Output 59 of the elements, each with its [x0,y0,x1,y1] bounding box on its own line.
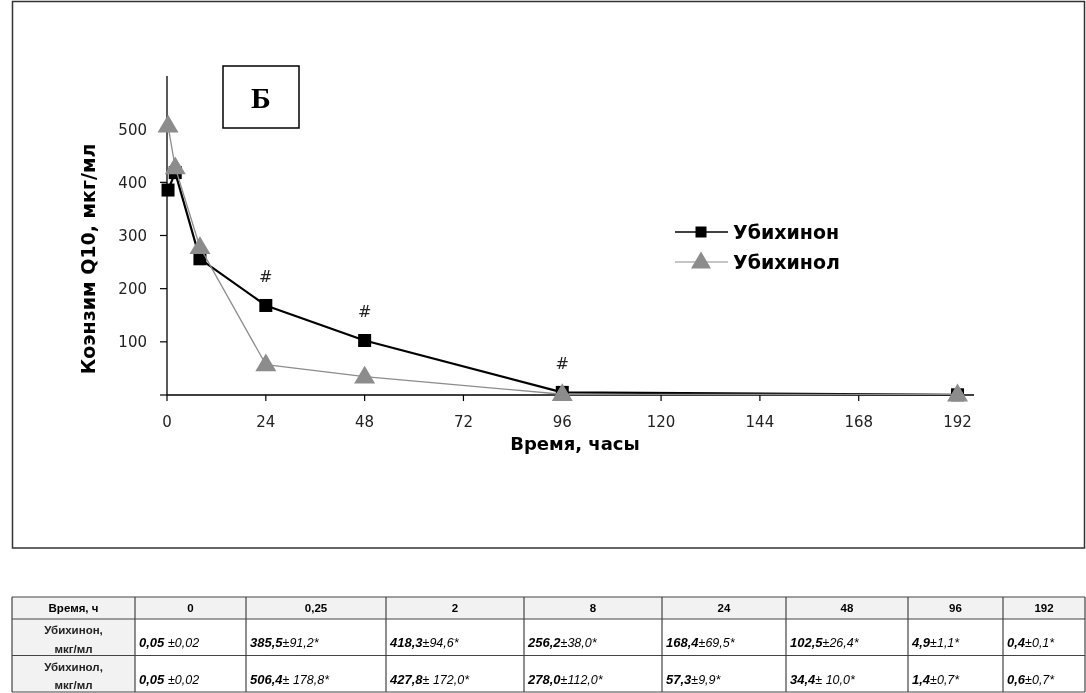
text: 0,4±0,1* [1007,635,1055,651]
annotation: # [555,354,569,374]
category-label: 96 [949,602,962,615]
text: 385,5±91,2* [250,635,319,651]
y-tick-label: 500 [118,120,147,139]
point [161,183,175,197]
x-tick-label: 120 [646,413,676,432]
x-tick-label: 96 [552,413,572,432]
category-label: 0,25 [304,602,328,615]
text: 418,3±94,6* [390,635,459,651]
text: 34,4± 10,0* [790,671,855,687]
point [551,383,573,402]
x-tick-label: 72 [453,413,473,432]
point [358,334,372,347]
category-label: 24 [717,602,731,615]
text: 1,4±0,7* [912,671,960,687]
text: Время, ч [48,602,99,615]
y-axis-title: Коэнзим Q10, мкг/мл [76,143,99,375]
x-tick-label: 168 [844,413,874,432]
category-label: Убихинол, мкг/мл [44,660,103,692]
chart-title: Б [251,81,271,114]
point [259,298,273,312]
text: 0,6±0,7* [1007,671,1055,687]
point [354,365,376,384]
text: 427,8± 172,0* [390,671,470,687]
y-tick-label: 100 [118,333,147,352]
point [255,353,277,372]
point [157,114,179,133]
text: 57,3±9,9* [666,671,721,687]
annotation: # [259,267,273,287]
point [189,236,211,254]
y-tick-label: 300 [118,226,147,245]
point [947,383,969,402]
point [164,156,186,175]
text: 0,05 ±0,02 [139,635,200,651]
legend-label: Убихинон [733,220,840,243]
text: 506,4± 178,8* [250,671,330,687]
text: 0,05 ±0,02 [139,671,200,687]
x-tick-label: 48 [355,413,375,432]
text: 102,5±26,4* [790,635,859,651]
category-label: Убихинон, мкг/мл [44,624,103,655]
text: 278,0±112,0* [528,671,603,687]
category-label: 192 [1034,602,1054,615]
x-tick-label: 144 [745,413,775,432]
text: 4,9±1,1* [912,635,960,651]
y-tick-label: 200 [118,280,147,299]
text: 256,2±38,0* [528,635,597,651]
category-label: 8 [589,602,597,615]
category-label: 48 [840,602,854,615]
category-label: 0 [187,602,194,615]
x-tick-label: 0 [162,413,172,432]
text: 168,4±69,5* [666,635,735,651]
category-label: 2 [451,602,459,615]
x-axis-title: Время, часы [510,433,640,455]
y-tick-label: 400 [118,173,147,192]
legend-label: Убихинол [733,250,840,273]
x-tick-label: 24 [256,413,276,432]
x-tick-label: 192 [943,413,972,432]
annotation: # [357,302,372,322]
